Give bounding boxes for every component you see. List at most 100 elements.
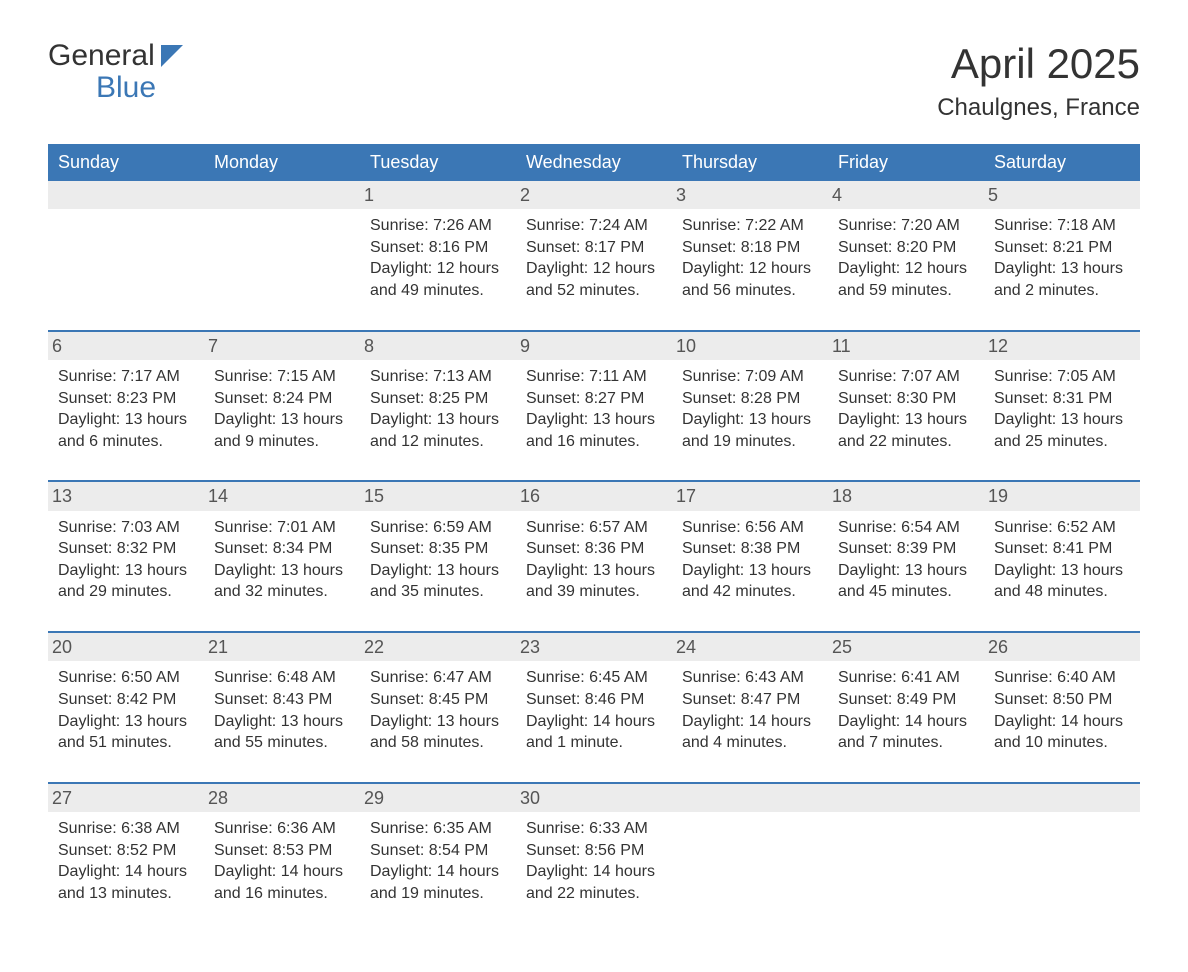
- calendar-day-cell: 2Sunrise: 7:24 AMSunset: 8:17 PMDaylight…: [516, 181, 672, 331]
- calendar-week-row: 20Sunrise: 6:50 AMSunset: 8:42 PMDayligh…: [48, 632, 1140, 783]
- day-number: 23: [516, 633, 672, 661]
- calendar-day-cell: 24Sunrise: 6:43 AMSunset: 8:47 PMDayligh…: [672, 632, 828, 783]
- calendar-day-cell: [48, 181, 204, 331]
- sunset-text: Sunset: 8:45 PM: [370, 689, 506, 711]
- day-number: 16: [516, 482, 672, 510]
- calendar-day-cell: 18Sunrise: 6:54 AMSunset: 8:39 PMDayligh…: [828, 481, 984, 632]
- daylight2-text: and 16 minutes.: [214, 883, 350, 905]
- daylight1-text: Daylight: 13 hours: [214, 711, 350, 733]
- calendar-day-cell: 28Sunrise: 6:36 AMSunset: 8:53 PMDayligh…: [204, 783, 360, 933]
- daylight1-text: Daylight: 14 hours: [214, 861, 350, 883]
- sunrise-text: Sunrise: 7:01 AM: [214, 517, 350, 539]
- daylight2-text: and 4 minutes.: [682, 732, 818, 754]
- calendar-day-cell: 14Sunrise: 7:01 AMSunset: 8:34 PMDayligh…: [204, 481, 360, 632]
- day-number: [828, 784, 984, 812]
- sunrise-text: Sunrise: 7:22 AM: [682, 215, 818, 237]
- daylight2-text: and 13 minutes.: [58, 883, 194, 905]
- calendar-day-cell: [828, 783, 984, 933]
- calendar-day-cell: 10Sunrise: 7:09 AMSunset: 8:28 PMDayligh…: [672, 331, 828, 482]
- sunset-text: Sunset: 8:39 PM: [838, 538, 974, 560]
- day-number: 1: [360, 181, 516, 209]
- day-number: 6: [48, 332, 204, 360]
- day-number: 8: [360, 332, 516, 360]
- day-number: 14: [204, 482, 360, 510]
- day-number: 24: [672, 633, 828, 661]
- sunset-text: Sunset: 8:18 PM: [682, 237, 818, 259]
- daylight1-text: Daylight: 14 hours: [526, 711, 662, 733]
- day-number: 26: [984, 633, 1140, 661]
- daylight1-text: Daylight: 14 hours: [682, 711, 818, 733]
- calendar-day-cell: 26 Sunrise: 6:40 AMSunset: 8:50 PMDayligh…: [984, 632, 1140, 783]
- day-number: 17: [672, 482, 828, 510]
- daylight1-text: Daylight: 13 hours: [526, 409, 662, 431]
- sunrise-text: Sunrise: 6:38 AM: [58, 818, 194, 840]
- sunset-text: Sunset: 8:25 PM: [370, 388, 506, 410]
- calendar-day-cell: 13Sunrise: 7:03 AMSunset: 8:32 PMDayligh…: [48, 481, 204, 632]
- day-number: 2: [516, 181, 672, 209]
- day-number: 19: [984, 482, 1140, 510]
- sunset-text: Sunset: 8:21 PM: [994, 237, 1130, 259]
- daylight2-text: and 2 minutes.: [994, 280, 1130, 302]
- daylight2-text: and 9 minutes.: [214, 431, 350, 453]
- day-number: 20: [48, 633, 204, 661]
- calendar-day-cell: 30Sunrise: 6:33 AMSunset: 8:56 PMDayligh…: [516, 783, 672, 933]
- sunrise-text: Sunrise: 6:47 AM: [370, 667, 506, 689]
- calendar-day-cell: 21Sunrise: 6:48 AMSunset: 8:43 PMDayligh…: [204, 632, 360, 783]
- sunrise-text: Sunrise: 6:35 AM: [370, 818, 506, 840]
- sunrise-text: Sunrise: 6:56 AM: [682, 517, 818, 539]
- sunset-text: Sunset: 8:28 PM: [682, 388, 818, 410]
- sunset-text: Sunset: 8:16 PM: [370, 237, 506, 259]
- day-number: 25: [828, 633, 984, 661]
- sunset-text: Sunset: 8:50 PM: [994, 689, 1130, 711]
- daylight1-text: Daylight: 14 hours: [526, 861, 662, 883]
- sunrise-text: Sunrise: 6:59 AM: [370, 517, 506, 539]
- calendar-day-cell: [672, 783, 828, 933]
- sunset-text: Sunset: 8:36 PM: [526, 538, 662, 560]
- daylight1-text: Daylight: 13 hours: [682, 409, 818, 431]
- day-number: 27: [48, 784, 204, 812]
- daylight1-text: Daylight: 13 hours: [214, 409, 350, 431]
- logo: General Blue: [48, 40, 183, 103]
- logo-triangle-icon: [161, 45, 183, 67]
- calendar-day-cell: 1Sunrise: 7:26 AMSunset: 8:16 PMDaylight…: [360, 181, 516, 331]
- daylight2-text: and 19 minutes.: [370, 883, 506, 905]
- daylight2-text: and 39 minutes.: [526, 581, 662, 603]
- day-number: 30: [516, 784, 672, 812]
- day-number: 4: [828, 181, 984, 209]
- sunrise-text: Sunrise: 6:54 AM: [838, 517, 974, 539]
- sunrise-text: Sunrise: 7:26 AM: [370, 215, 506, 237]
- daylight1-text: Daylight: 13 hours: [994, 258, 1130, 280]
- daylight2-text: and 7 minutes.: [838, 732, 974, 754]
- daylight1-text: Daylight: 13 hours: [526, 560, 662, 582]
- sunset-text: Sunset: 8:43 PM: [214, 689, 350, 711]
- day-number: 5: [984, 181, 1140, 209]
- day-number: 28: [204, 784, 360, 812]
- sunrise-text: Sunrise: 6:33 AM: [526, 818, 662, 840]
- sunset-text: Sunset: 8:47 PM: [682, 689, 818, 711]
- daylight2-text: and 6 minutes.: [58, 431, 194, 453]
- calendar-day-cell: 20Sunrise: 6:50 AMSunset: 8:42 PMDayligh…: [48, 632, 204, 783]
- sunset-text: Sunset: 8:42 PM: [58, 689, 194, 711]
- daylight2-text: and 12 minutes.: [370, 431, 506, 453]
- daylight1-text: Daylight: 14 hours: [994, 711, 1130, 733]
- logo-word1: General: [48, 40, 155, 72]
- page-header: General Blue April 2025 Chaulgnes, Franc…: [48, 40, 1140, 136]
- day-number: 13: [48, 482, 204, 510]
- daylight1-text: Daylight: 12 hours: [682, 258, 818, 280]
- sunrise-text: Sunrise: 6:40 AM: [994, 667, 1130, 689]
- day-header: Sunday: [48, 144, 204, 181]
- daylight1-text: Daylight: 13 hours: [838, 560, 974, 582]
- daylight1-text: Daylight: 13 hours: [370, 560, 506, 582]
- daylight2-text: and 10 minutes.: [994, 732, 1130, 754]
- sunrise-text: Sunrise: 6:48 AM: [214, 667, 350, 689]
- daylight1-text: Daylight: 13 hours: [994, 409, 1130, 431]
- title-block: April 2025 Chaulgnes, France: [937, 40, 1140, 136]
- calendar-day-cell: 29Sunrise: 6:35 AMSunset: 8:54 PMDayligh…: [360, 783, 516, 933]
- sunset-text: Sunset: 8:32 PM: [58, 538, 194, 560]
- day-header: Monday: [204, 144, 360, 181]
- day-number: [204, 181, 360, 209]
- daylight1-text: Daylight: 13 hours: [58, 560, 194, 582]
- calendar-day-cell: 15Sunrise: 6:59 AMSunset: 8:35 PMDayligh…: [360, 481, 516, 632]
- daylight2-text: and 22 minutes.: [838, 431, 974, 453]
- daylight2-text: and 25 minutes.: [994, 431, 1130, 453]
